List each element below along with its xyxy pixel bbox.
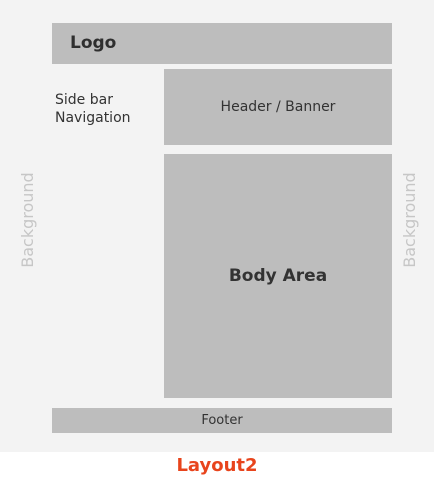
header-banner-label: Header / Banner (220, 99, 336, 115)
logo-bar: Logo (52, 23, 392, 64)
sidebar-navigation-label: Side bar Navigation (55, 91, 131, 127)
sidebar-label-line1: Side bar (55, 92, 113, 108)
sidebar-label-line2: Navigation (55, 110, 131, 126)
footer-label: Footer (201, 413, 243, 428)
background-label-right: Background (400, 172, 419, 268)
logo-label: Logo (70, 33, 117, 53)
body-area-label: Body Area (228, 266, 328, 286)
layout-diagram-background: Logo Side bar Navigation Header / Banner… (0, 0, 434, 452)
body-area-block: Body Area (164, 154, 392, 398)
footer-block: Footer (52, 408, 392, 433)
layout-caption: Layout2 (176, 455, 258, 476)
header-banner-block: Header / Banner (164, 69, 392, 145)
background-label-left: Background (18, 172, 37, 268)
